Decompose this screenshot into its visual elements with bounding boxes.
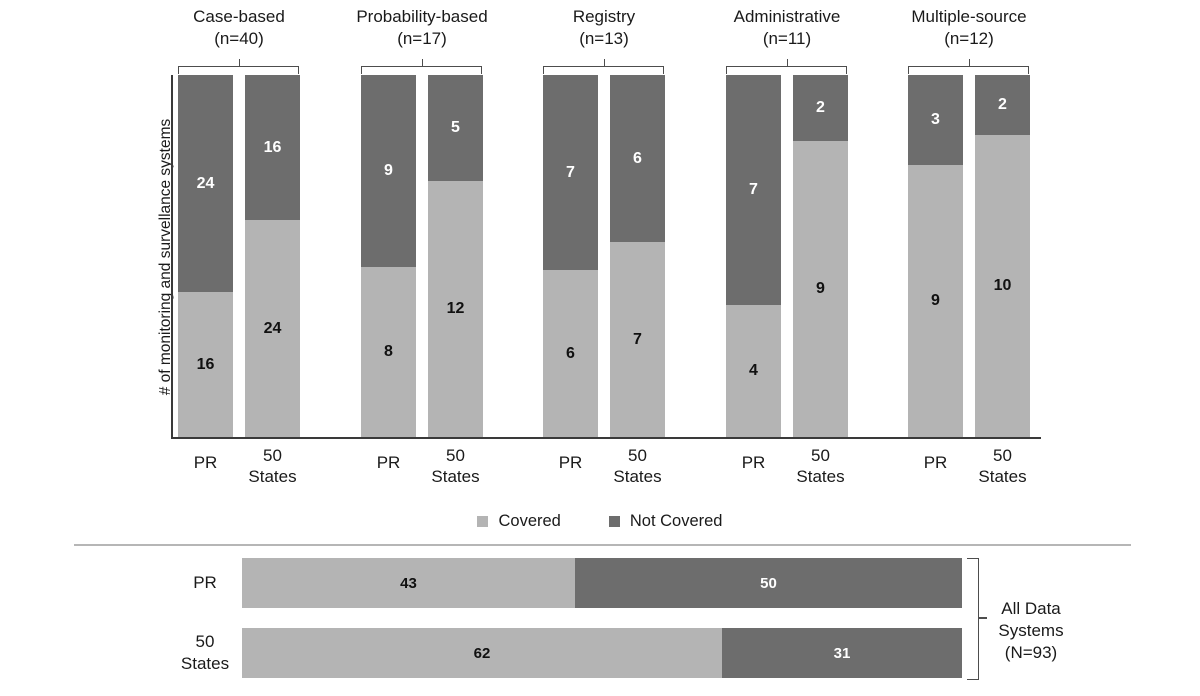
segment-value-label: 6	[566, 345, 575, 363]
bar-covered-segment: 16	[178, 292, 233, 437]
covered-swatch-icon	[477, 516, 488, 527]
row-label: 50States	[158, 628, 252, 678]
group-bracket	[908, 66, 1029, 74]
segment-value-label: 2	[998, 96, 1007, 114]
x-axis-category-label: PR	[536, 452, 606, 473]
bar-not-covered-segment: 5	[428, 75, 483, 181]
segment-value-label: 10	[994, 277, 1012, 295]
bar-not-covered-segment: 7	[726, 75, 781, 305]
legend: Covered Not Covered	[0, 512, 1200, 531]
bar-covered-segment: 8	[361, 267, 416, 437]
bar-covered-segment: 9	[908, 165, 963, 437]
all-data-systems-bracket	[967, 558, 979, 680]
figure-canvas: # of monitoring and survellance systems …	[0, 0, 1200, 696]
bar-not-covered-segment: 9	[361, 75, 416, 267]
segment-value-label: 7	[566, 164, 575, 182]
bracket-mid-tick	[422, 59, 424, 66]
bar-covered-segment: 62	[242, 628, 722, 678]
segment-value-label: 24	[197, 175, 215, 193]
segment-value-label: 9	[816, 280, 825, 298]
bracket-mid-tick	[787, 59, 789, 66]
x-axis-line	[171, 437, 1041, 439]
group-bracket	[178, 66, 299, 74]
bar-covered-segment: 10	[975, 135, 1030, 437]
x-axis-category-label: 50States	[786, 445, 856, 487]
segment-value-label: 50	[760, 575, 777, 592]
segment-value-label: 43	[400, 575, 417, 592]
segment-value-label: 16	[264, 139, 282, 157]
group-bracket	[726, 66, 847, 74]
segment-value-label: 6	[633, 150, 642, 168]
segment-value-label: 24	[264, 320, 282, 338]
group-bracket	[361, 66, 482, 74]
bar-not-covered-segment: 50	[575, 558, 962, 608]
group-title: Registry(n=13)	[513, 6, 695, 50]
bar-not-covered-segment: 16	[245, 75, 300, 220]
group-title: Probability-based(n=17)	[331, 6, 513, 50]
segment-value-label: 4	[749, 362, 758, 380]
bar-covered-segment: 24	[245, 220, 300, 437]
bar-covered-segment: 4	[726, 305, 781, 437]
x-axis-category-label: 50States	[968, 445, 1038, 487]
segment-value-label: 3	[931, 111, 940, 129]
row-label: PR	[158, 558, 252, 608]
bar-covered-segment: 9	[793, 141, 848, 437]
segment-value-label: 16	[197, 356, 215, 374]
bar-covered-segment: 43	[242, 558, 575, 608]
segment-value-label: 9	[384, 162, 393, 180]
bar-not-covered-segment: 3	[908, 75, 963, 165]
not-covered-swatch-icon	[609, 516, 620, 527]
bracket-mid-tick	[604, 59, 606, 66]
bar-covered-segment: 6	[543, 270, 598, 437]
all-data-systems-label: All Data Systems (N=93)	[988, 598, 1074, 664]
group-title: Multiple-source(n=12)	[878, 6, 1060, 50]
x-axis-category-label: PR	[171, 452, 241, 473]
bar-covered-segment: 12	[428, 181, 483, 437]
group-title: Administrative(n=11)	[696, 6, 878, 50]
bracket-mid-tick	[979, 617, 987, 619]
bracket-mid-tick	[239, 59, 241, 66]
segment-value-label: 5	[451, 119, 460, 137]
bar-not-covered-segment: 31	[722, 628, 962, 678]
bar-not-covered-segment: 2	[975, 75, 1030, 135]
bar-not-covered-segment: 6	[610, 75, 665, 242]
segment-value-label: 2	[816, 99, 825, 117]
section-divider	[74, 544, 1131, 546]
segment-value-label: 7	[633, 331, 642, 349]
segment-value-label: 8	[384, 343, 393, 361]
group-title: Case-based(n=40)	[148, 6, 330, 50]
legend-not-covered-label: Not Covered	[630, 512, 723, 531]
x-axis-category-label: PR	[719, 452, 789, 473]
bar-covered-segment: 7	[610, 242, 665, 437]
x-axis-category-label: PR	[901, 452, 971, 473]
bar-not-covered-segment: 7	[543, 75, 598, 270]
group-bracket	[543, 66, 664, 74]
x-axis-category-label: 50States	[238, 445, 308, 487]
x-axis-category-label: 50States	[421, 445, 491, 487]
segment-value-label: 7	[749, 181, 758, 199]
legend-covered-label: Covered	[498, 512, 560, 531]
segment-value-label: 9	[931, 292, 940, 310]
x-axis-category-label: 50States	[603, 445, 673, 487]
y-axis-line	[171, 75, 173, 437]
bar-not-covered-segment: 24	[178, 75, 233, 292]
segment-value-label: 12	[447, 300, 465, 318]
segment-value-label: 31	[834, 645, 851, 662]
x-axis-category-label: PR	[354, 452, 424, 473]
bar-not-covered-segment: 2	[793, 75, 848, 141]
legend-item-covered: Covered	[477, 512, 560, 531]
legend-item-not-covered: Not Covered	[609, 512, 723, 531]
bracket-mid-tick	[969, 59, 971, 66]
segment-value-label: 62	[474, 645, 491, 662]
